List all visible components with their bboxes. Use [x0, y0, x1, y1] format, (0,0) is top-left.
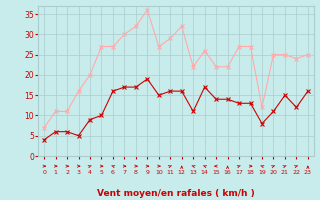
- X-axis label: Vent moyen/en rafales ( km/h ): Vent moyen/en rafales ( km/h ): [97, 189, 255, 198]
